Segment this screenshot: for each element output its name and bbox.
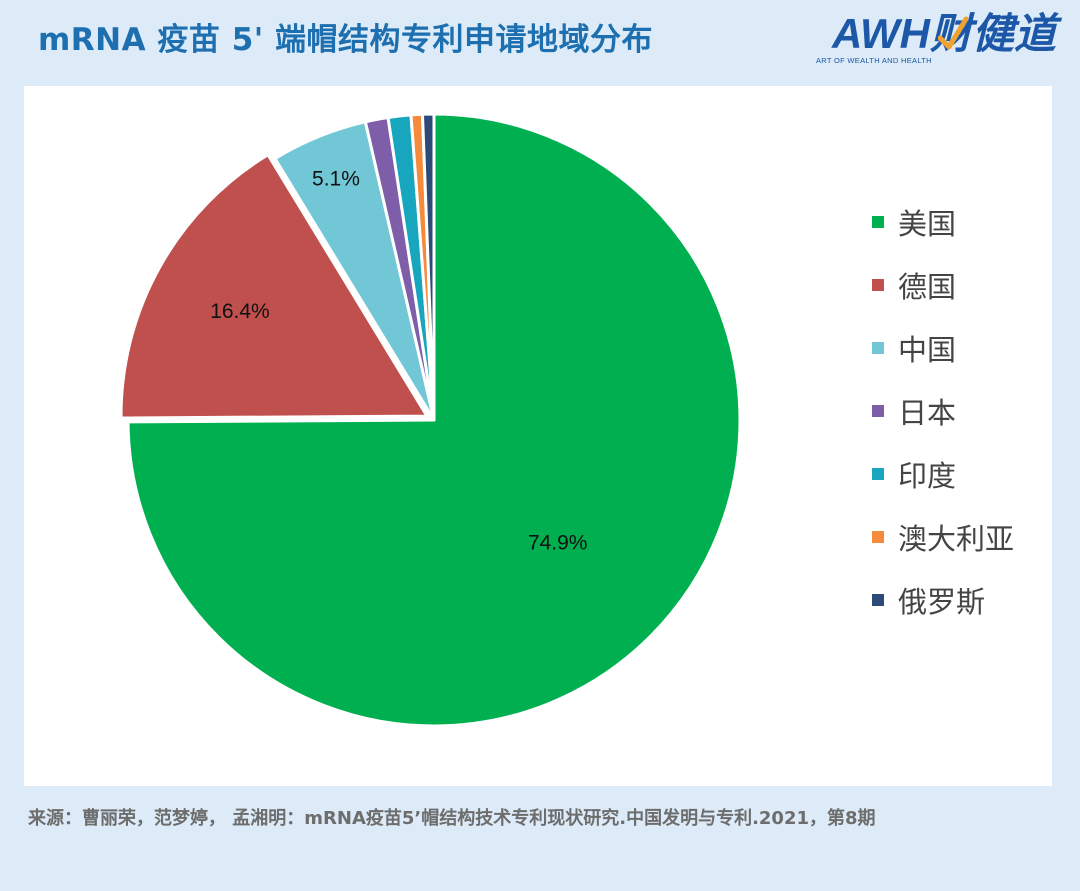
legend-swatch	[872, 278, 884, 291]
pie-slice-7	[420, 112, 436, 422]
legend-swatch	[872, 467, 884, 480]
checkmark-icon	[938, 16, 968, 50]
source-citation: 来源：曹丽荣，范梦婷， 孟湘明：mRNA疫苗5’帽结构技术专利现状研究.中国发明…	[28, 808, 876, 829]
legend-swatch	[872, 404, 884, 417]
logo-tagline: ART OF WEALTH AND HEALTH	[816, 56, 932, 65]
legend-label: 澳大利亚	[898, 521, 1015, 556]
legend-item-2: 德国	[872, 253, 1014, 316]
legend-item-5: 印度	[872, 442, 1014, 505]
legend-item-1: 美国	[872, 190, 1014, 253]
pie-chart: 74.9% 16.4% 5.1%	[119, 112, 742, 728]
legend-swatch	[872, 530, 884, 543]
legend-label: 美国	[898, 206, 957, 241]
data-label-3: 5.1%	[312, 168, 360, 191]
legend-item-4: 日本	[872, 379, 1014, 442]
legend-item-3: 中国	[872, 316, 1014, 379]
legend-swatch	[872, 593, 884, 606]
legend-label: 德国	[898, 269, 957, 304]
logo-wordmark: AWH财健道	[832, 10, 1056, 57]
chart-legend: 美国德国中国日本印度澳大利亚俄罗斯	[872, 190, 1014, 631]
legend-label: 印度	[898, 458, 957, 493]
brand-logo: AWH财健道 ART OF WEALTH AND HEALTH	[816, 10, 1056, 66]
data-label-1: 74.9%	[528, 531, 588, 554]
pie-slice-2	[119, 153, 429, 420]
legend-item-6: 澳大利亚	[872, 505, 1014, 568]
data-label-2: 16.4%	[210, 300, 270, 323]
legend-item-7: 俄罗斯	[872, 568, 1014, 631]
chart-panel: 74.9% 16.4% 5.1% 美国德国中国日本印度澳大利亚俄罗斯	[24, 86, 1052, 786]
legend-swatch	[872, 341, 884, 354]
page-title: mRNA 疫苗 5' 端帽结构专利申请地域分布	[38, 22, 654, 58]
legend-label: 日本	[898, 395, 957, 430]
legend-label: 俄罗斯	[898, 584, 986, 619]
legend-swatch	[872, 215, 884, 228]
legend-label: 中国	[898, 332, 957, 367]
